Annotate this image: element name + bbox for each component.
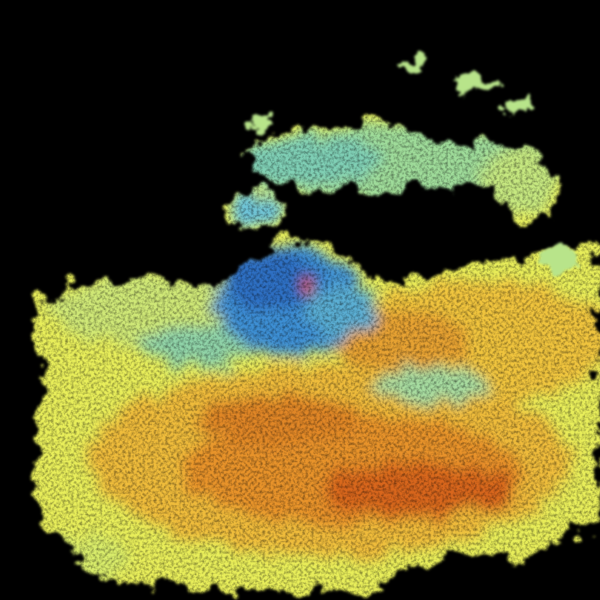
scattered-echoes [255,59,580,274]
